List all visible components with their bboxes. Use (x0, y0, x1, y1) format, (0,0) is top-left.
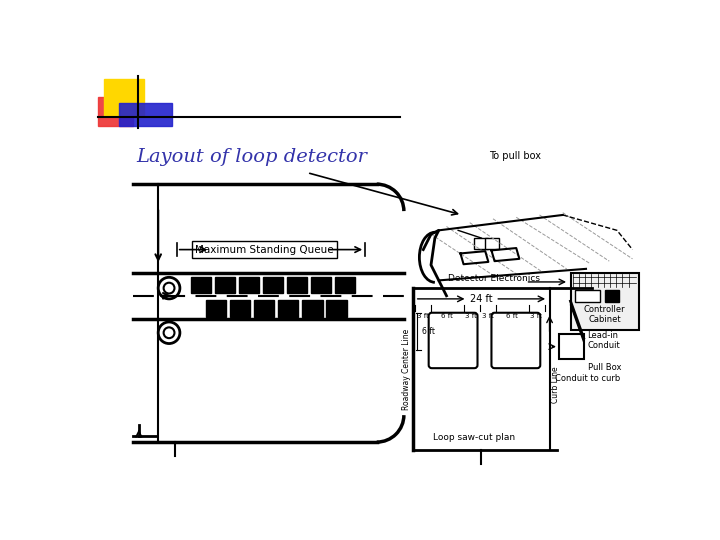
Text: To pull box: To pull box (489, 151, 541, 161)
Bar (191, 276, 211, 294)
Text: Layout of loop detector: Layout of loop detector (137, 148, 367, 166)
Bar (559, 334, 584, 359)
Bar (287, 276, 307, 294)
Text: 6 ft: 6 ft (423, 327, 436, 336)
Bar (485, 238, 499, 249)
Bar (326, 300, 346, 316)
Bar (120, 103, 172, 126)
Text: 3 ft: 3 ft (482, 313, 493, 319)
Text: Roadway Center Line: Roadway Center Line (402, 328, 411, 409)
Bar (263, 276, 283, 294)
Text: Pull Box: Pull Box (588, 363, 621, 372)
Bar (311, 276, 331, 294)
Text: 3 ft: 3 ft (417, 313, 428, 319)
Bar (206, 300, 226, 316)
Bar (570, 273, 639, 330)
Text: 24 ft: 24 ft (470, 294, 492, 304)
Text: Lead-in
Conduit: Lead-in Conduit (588, 331, 621, 350)
Bar (605, 289, 618, 302)
Bar (215, 276, 235, 294)
Bar (474, 238, 487, 249)
Text: Loop saw-cut plan: Loop saw-cut plan (433, 433, 515, 442)
Bar (98, 97, 132, 126)
Text: Detector Electronics: Detector Electronics (448, 274, 540, 284)
Circle shape (162, 326, 176, 340)
Text: 6 ft: 6 ft (441, 313, 453, 319)
Text: 6 ft: 6 ft (506, 313, 518, 319)
Bar (575, 289, 600, 302)
Text: Curb Line: Curb Line (552, 366, 560, 403)
Text: Maximum Standing Queue: Maximum Standing Queue (195, 245, 333, 254)
Bar (104, 79, 144, 116)
Text: Conduit to curb: Conduit to curb (555, 374, 620, 383)
FancyBboxPatch shape (428, 313, 477, 368)
FancyBboxPatch shape (492, 313, 540, 368)
Text: Controller
Cabinet: Controller Cabinet (584, 305, 626, 325)
Bar (239, 276, 259, 294)
Bar (254, 300, 274, 316)
Bar (302, 300, 323, 316)
Bar (230, 300, 251, 316)
Bar (335, 276, 355, 294)
Bar (279, 300, 299, 316)
Circle shape (162, 281, 176, 295)
Text: 3 ft: 3 ft (531, 313, 542, 319)
Text: 3 ft: 3 ft (465, 313, 477, 319)
